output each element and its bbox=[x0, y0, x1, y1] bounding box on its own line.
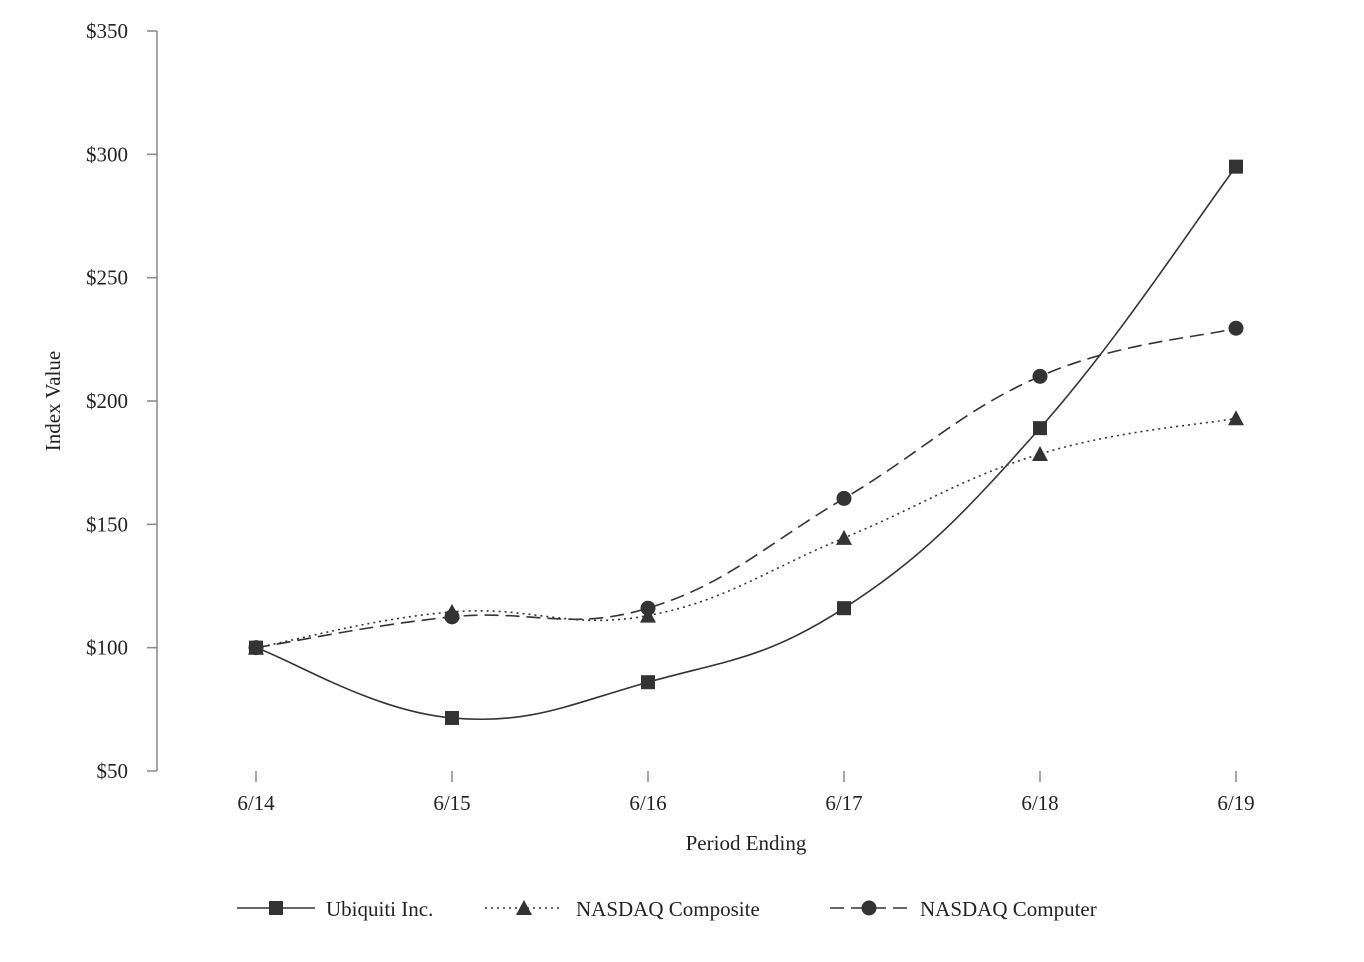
legend-label: NASDAQ Computer bbox=[920, 897, 1097, 921]
legend-label: Ubiquiti Inc. bbox=[326, 897, 433, 921]
legend-label: NASDAQ Composite bbox=[576, 897, 760, 921]
data-point-circle bbox=[640, 600, 656, 616]
x-tick-label: 6/14 bbox=[237, 791, 275, 815]
data-point-square bbox=[641, 675, 655, 690]
series-line bbox=[255, 327, 1237, 649]
series-line bbox=[255, 166, 1237, 721]
y-tick-label: $200 bbox=[86, 389, 128, 413]
series-line bbox=[255, 417, 1237, 649]
data-point-triangle bbox=[1228, 410, 1244, 426]
y-tick-label: $250 bbox=[86, 266, 128, 290]
data-point-square bbox=[445, 710, 459, 725]
x-tick-label: 6/16 bbox=[629, 791, 666, 815]
y-tick-label: $100 bbox=[86, 636, 128, 660]
y-tick-label: $350 bbox=[86, 19, 128, 43]
series-nasdaq-computer bbox=[248, 320, 1244, 656]
legend-marker-square bbox=[269, 901, 283, 915]
y-axis-label: Index Value bbox=[41, 351, 65, 452]
data-point-circle bbox=[444, 609, 460, 625]
series-ubiquiti-inc- bbox=[249, 159, 1243, 725]
x-tick-label: 6/19 bbox=[1217, 791, 1254, 815]
data-point-circle bbox=[248, 640, 264, 656]
legend: Ubiquiti Inc. NASDAQ Composite NASDAQ Comp… bbox=[237, 897, 1097, 921]
data-point-square bbox=[837, 601, 851, 616]
x-axis-label: Period Ending bbox=[686, 831, 807, 855]
series-nasdaq-composite bbox=[248, 410, 1244, 655]
x-tick-label: 6/15 bbox=[433, 791, 470, 815]
x-tick-label: 6/18 bbox=[1021, 791, 1058, 815]
legend-marker-circle bbox=[861, 900, 877, 916]
y-tick-label: $50 bbox=[97, 759, 129, 783]
y-tick-label: $150 bbox=[86, 512, 128, 536]
data-point-triangle bbox=[836, 529, 852, 545]
data-point-square bbox=[1033, 421, 1047, 436]
data-point-triangle bbox=[1032, 446, 1048, 462]
data-point-circle bbox=[1032, 368, 1048, 384]
y-tick-label: $300 bbox=[86, 142, 128, 166]
data-point-square bbox=[1229, 159, 1243, 174]
data-point-circle bbox=[1228, 320, 1244, 336]
legend-marker-triangle bbox=[516, 900, 532, 915]
x-tick-label: 6/17 bbox=[825, 791, 862, 815]
data-point-circle bbox=[836, 490, 852, 506]
